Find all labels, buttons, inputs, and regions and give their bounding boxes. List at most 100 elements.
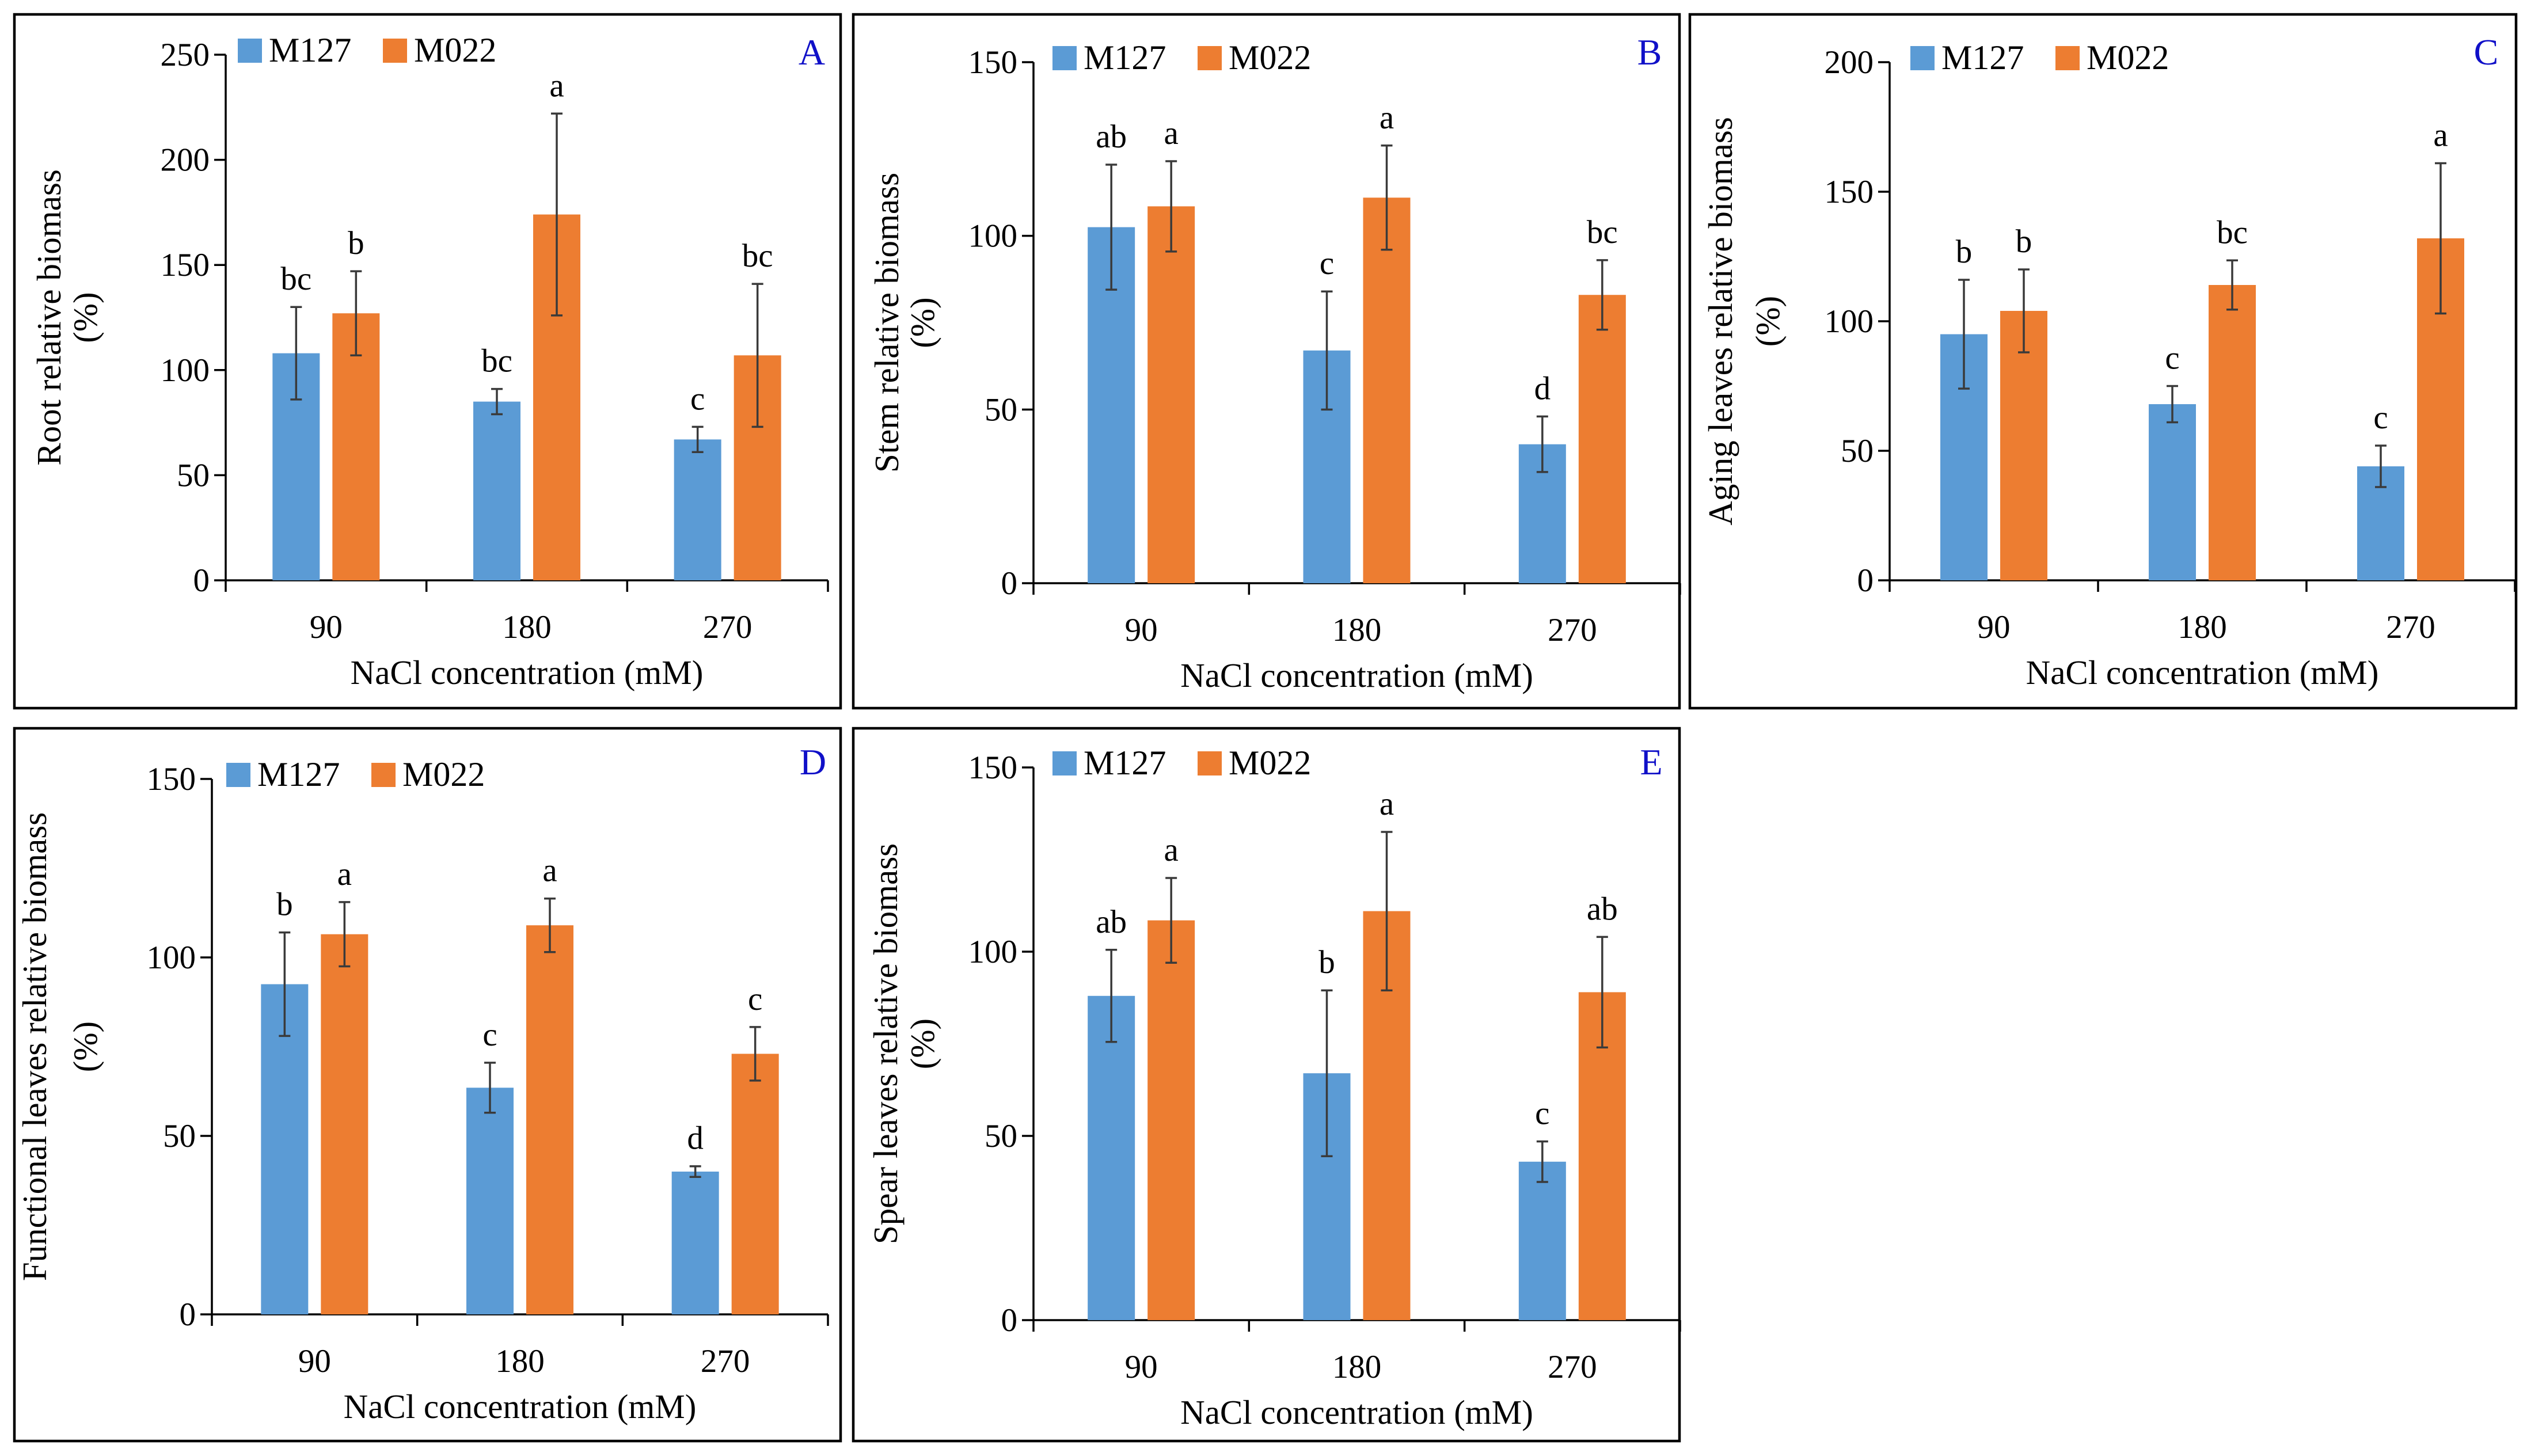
x-axis-title: NaCl concentration (mM) — [2026, 653, 2379, 691]
legend-label-M022: M022 — [1229, 744, 1311, 782]
legend: M127 M022 — [1052, 744, 1311, 782]
y-tick-label: 0 — [1001, 1302, 1018, 1339]
significance-letter: b — [1318, 944, 1335, 980]
panel-frame — [13, 727, 842, 1443]
legend: M127 M022 — [1052, 39, 1311, 77]
significance-letter: b — [348, 225, 364, 261]
legend-swatch-M127 — [1052, 46, 1077, 70]
x-tick-label: 270 — [701, 1343, 750, 1379]
bar-M022-90 — [2000, 311, 2047, 580]
legend-label-M022: M022 — [2087, 39, 2169, 77]
significance-letter: c — [2373, 400, 2388, 436]
y-axis-title: Root relative biomass — [30, 169, 68, 466]
x-tick-label: 90 — [1125, 1349, 1158, 1385]
y-axis-title-unit: (%) — [903, 297, 941, 348]
significance-letter: b — [276, 887, 293, 923]
x-axis-title: NaCl concentration (mM) — [344, 1387, 697, 1425]
significance-letter: a — [1380, 100, 1394, 136]
y-tick-label: 100 — [147, 940, 196, 976]
bar-M127-90 — [261, 984, 309, 1314]
y-tick-label: 200 — [1825, 44, 1874, 81]
panel-letter: E — [1640, 742, 1662, 782]
y-tick-label: 50 — [1841, 433, 1874, 469]
significance-letter: a — [1380, 786, 1394, 822]
bar-M022-90 — [1147, 206, 1195, 584]
significance-letter: bc — [481, 343, 512, 379]
bar-M022-180 — [1363, 197, 1411, 583]
bar-M127-270 — [674, 439, 721, 580]
legend-label-M022: M022 — [402, 755, 485, 793]
bar-M022-270 — [731, 1054, 779, 1314]
panel-letter: B — [1637, 32, 1662, 73]
y-axis-title: Aging leaves relative biomass — [1701, 117, 1739, 525]
panel-frame — [852, 13, 1681, 710]
bar-M022-180 — [526, 925, 573, 1314]
significance-letter: a — [1164, 115, 1179, 151]
bar-M127-180 — [466, 1088, 514, 1314]
legend-swatch-M022 — [383, 39, 407, 63]
y-axis-title-unit: (%) — [66, 1021, 104, 1072]
y-tick-label: 50 — [163, 1118, 196, 1154]
y-tick-label: 100 — [161, 352, 210, 389]
significance-letter: b — [2016, 223, 2032, 260]
bar-M127-180 — [2149, 404, 2196, 580]
significance-letter: a — [1164, 832, 1179, 868]
significance-letter: a — [337, 856, 352, 892]
chart-panel-A: 0 50 100 150 200 250 90 180 270 NaCl concentratio… — [13, 13, 842, 710]
significance-letter: c — [1320, 245, 1334, 282]
y-axis-title-unit: (%) — [1749, 296, 1787, 347]
x-tick-label: 270 — [2386, 609, 2435, 645]
legend: M127 M022 — [226, 755, 485, 793]
x-tick-label: 90 — [298, 1343, 331, 1379]
y-tick-label: 100 — [968, 934, 1018, 970]
legend-swatch-M022 — [2055, 46, 2080, 70]
y-tick-label: 0 — [180, 1297, 196, 1333]
y-tick-label: 0 — [193, 562, 210, 599]
significance-letter: bc — [280, 261, 311, 297]
legend-label-M022: M022 — [1229, 39, 1311, 77]
y-tick-label: 150 — [161, 247, 210, 283]
x-tick-label: 180 — [2178, 609, 2227, 645]
legend: M127 M022 — [1910, 39, 2169, 77]
legend-label-M127: M127 — [269, 31, 351, 69]
bar-M127-90 — [1088, 995, 1135, 1320]
significance-letter: c — [748, 981, 762, 1017]
legend-swatch-M022 — [1198, 46, 1222, 70]
significance-letter: d — [1534, 370, 1551, 406]
panel-frame — [1688, 13, 2518, 710]
legend-label-M022: M022 — [414, 31, 496, 69]
significance-letter: b — [1956, 234, 1973, 270]
x-tick-label: 90 — [1125, 612, 1158, 648]
significance-letter: bc — [1587, 214, 1618, 250]
y-tick-label: 150 — [968, 750, 1018, 786]
x-tick-label: 180 — [1332, 612, 1382, 648]
y-tick-label: 50 — [177, 457, 210, 493]
y-axis-title: Stem relative biomass — [868, 173, 906, 473]
x-axis-title: NaCl concentration (mM) — [1180, 656, 1533, 694]
legend-swatch-M022 — [371, 763, 396, 787]
bar-M022-90 — [332, 313, 380, 580]
significance-letter: bc — [2217, 214, 2248, 250]
legend-label-M127: M127 — [1084, 744, 1166, 782]
bar-M127-270 — [671, 1172, 719, 1314]
y-axis-title-unit: (%) — [66, 292, 104, 343]
bar-M127-180 — [473, 401, 520, 580]
significance-letter: c — [482, 1017, 497, 1053]
bar-M022-90 — [1147, 920, 1195, 1320]
panel-letter: D — [800, 742, 826, 782]
y-tick-label: 200 — [161, 142, 210, 178]
y-tick-label: 150 — [1825, 174, 1874, 210]
bar-M022-90 — [321, 934, 368, 1314]
legend-label-M127: M127 — [1941, 39, 2024, 77]
y-axis-title: Spear leaves relative biomass — [867, 843, 905, 1244]
y-tick-label: 100 — [968, 218, 1018, 254]
y-tick-label: 0 — [1857, 562, 1874, 599]
panel-letter: A — [799, 32, 825, 73]
bar-M022-180 — [2209, 285, 2256, 580]
y-tick-label: 50 — [985, 391, 1017, 428]
panel-frame — [13, 13, 842, 710]
bar-M022-270 — [1578, 295, 1626, 583]
